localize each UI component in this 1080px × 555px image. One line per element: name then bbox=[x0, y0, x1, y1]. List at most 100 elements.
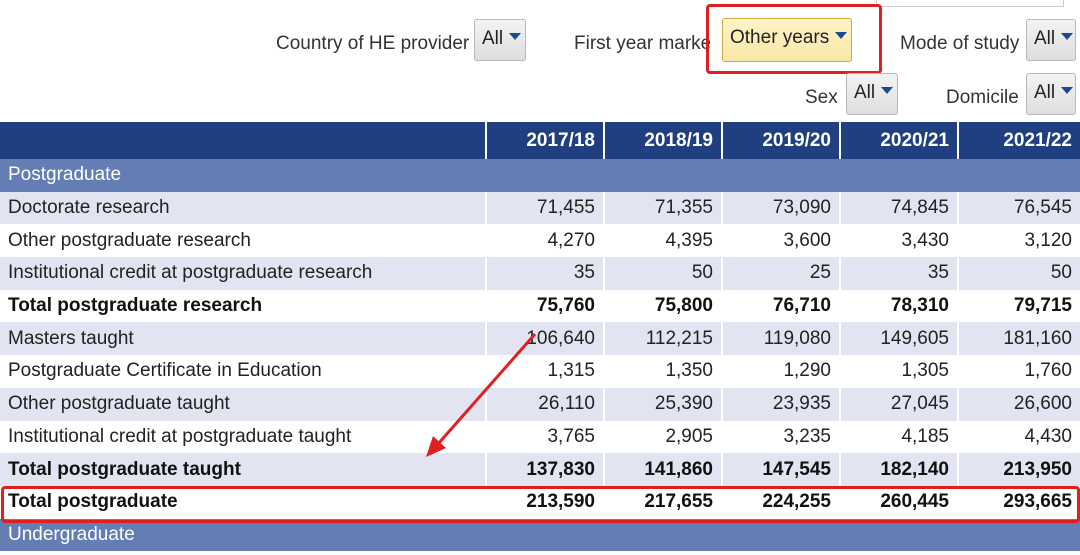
table-cell: 26,600 bbox=[957, 387, 1080, 421]
table-row-total: Total postgraduate taught 137,830 141,86… bbox=[0, 453, 1080, 486]
table-cell: 25 bbox=[721, 257, 840, 290]
table-cell: 74,845 bbox=[839, 191, 958, 225]
table-cell: 23,935 bbox=[721, 387, 840, 421]
table-cell: 1,760 bbox=[957, 355, 1080, 388]
chevron-down-icon bbox=[881, 87, 894, 94]
table-cell: 71,455 bbox=[485, 191, 604, 225]
section-row-undergraduate: Undergraduate bbox=[0, 518, 1080, 552]
table-cell: 213,950 bbox=[957, 453, 1080, 486]
first-year-filter-value: Other years bbox=[730, 27, 830, 48]
country-filter-value: All bbox=[482, 28, 504, 49]
table-cell: 2,905 bbox=[603, 420, 722, 454]
first-year-filter-dropdown[interactable]: Other years bbox=[722, 18, 852, 62]
header-row: 2017/18 2018/19 2019/20 2020/21 2021/22 bbox=[0, 122, 1080, 159]
country-filter-dropdown[interactable]: All bbox=[474, 19, 526, 61]
first-year-filter-label: First year marker bbox=[574, 33, 710, 54]
row-label: Masters taught bbox=[0, 322, 486, 356]
table-cell: 4,430 bbox=[957, 420, 1080, 454]
table-cell: 3,120 bbox=[957, 224, 1080, 258]
sex-filter-value: All bbox=[854, 82, 876, 103]
table-cell: 27,045 bbox=[839, 387, 958, 421]
table-cell: 76,710 bbox=[721, 289, 840, 323]
table-cell: 137,830 bbox=[485, 453, 604, 486]
table-row: Other postgraduate research 4,270 4,395 … bbox=[0, 224, 1080, 258]
table-row: Institutional credit at postgraduate tau… bbox=[0, 420, 1080, 454]
table-cell: 112,215 bbox=[603, 322, 722, 356]
table-cell: 181,160 bbox=[957, 322, 1080, 356]
table-cell: 71,355 bbox=[603, 191, 722, 225]
row-label: Institutional credit at postgraduate tau… bbox=[0, 420, 486, 454]
section-row-postgraduate: Postgraduate bbox=[0, 159, 1080, 192]
table-cell: 293,665 bbox=[957, 485, 1080, 519]
chevron-down-icon bbox=[835, 32, 848, 39]
table-cell: 1,315 bbox=[485, 355, 604, 388]
table-cell: 1,305 bbox=[839, 355, 958, 388]
table-cell: 75,760 bbox=[485, 289, 604, 323]
table-cell: 4,395 bbox=[603, 224, 722, 258]
chevron-down-icon bbox=[1061, 33, 1074, 40]
table-row: Institutional credit at postgraduate res… bbox=[0, 257, 1080, 290]
table-cell: 50 bbox=[957, 257, 1080, 290]
table-cell: 3,235 bbox=[721, 420, 840, 454]
table-cell: 217,655 bbox=[603, 485, 722, 519]
table-cell: 75,800 bbox=[603, 289, 722, 323]
table-row-grand-total: Total postgraduate 213,590 217,655 224,2… bbox=[0, 485, 1080, 519]
table-cell: 79,715 bbox=[957, 289, 1080, 323]
table-cell: 141,860 bbox=[603, 453, 722, 486]
first-year-label-clip: First year marker bbox=[574, 33, 710, 59]
column-header: 2019/20 bbox=[721, 122, 840, 159]
table-cell: 3,600 bbox=[721, 224, 840, 258]
table-row: Postgraduate Certificate in Education 1,… bbox=[0, 355, 1080, 388]
table-cell: 76,545 bbox=[957, 191, 1080, 225]
table-row: Doctorate research 71,455 71,355 73,090 … bbox=[0, 191, 1080, 225]
table-cell: 213,590 bbox=[485, 485, 604, 519]
table-row: Masters taught 106,640 112,215 119,080 1… bbox=[0, 322, 1080, 356]
table-cell: 1,290 bbox=[721, 355, 840, 388]
domicile-filter-label: Domicile bbox=[946, 87, 1019, 108]
chevron-down-icon bbox=[1061, 87, 1074, 94]
table-row: Other postgraduate taught 26,110 25,390 … bbox=[0, 387, 1080, 421]
table-cell: 3,765 bbox=[485, 420, 604, 454]
data-table: 2017/18 2018/19 2019/20 2020/21 2021/22 … bbox=[0, 122, 1080, 552]
row-label: Total postgraduate bbox=[0, 485, 486, 519]
table-cell: 106,640 bbox=[485, 322, 604, 356]
table-cell: 50 bbox=[603, 257, 722, 290]
table-cell: 25,390 bbox=[603, 387, 722, 421]
table-cell: 35 bbox=[839, 257, 958, 290]
table-cell: 73,090 bbox=[721, 191, 840, 225]
row-label: Postgraduate Certificate in Education bbox=[0, 355, 486, 388]
table-cell: 3,430 bbox=[839, 224, 958, 258]
row-label: Institutional credit at postgraduate res… bbox=[0, 257, 486, 290]
chevron-down-icon bbox=[509, 33, 522, 40]
column-header: 2017/18 bbox=[485, 122, 604, 159]
table-cell: 149,605 bbox=[839, 322, 958, 356]
column-header: 2018/19 bbox=[603, 122, 722, 159]
section-title: Postgraduate bbox=[0, 159, 1080, 192]
sex-filter-dropdown[interactable]: All bbox=[846, 73, 898, 115]
country-filter-label: Country of HE provider bbox=[276, 33, 470, 54]
table-cell: 182,140 bbox=[839, 453, 958, 486]
table-cell: 35 bbox=[485, 257, 604, 290]
row-label: Total postgraduate research bbox=[0, 289, 486, 323]
mode-filter-dropdown[interactable]: All bbox=[1026, 19, 1076, 61]
table-cell: 260,445 bbox=[839, 485, 958, 519]
mode-filter-label: Mode of study bbox=[900, 33, 1020, 54]
table-cell: 1,350 bbox=[603, 355, 722, 388]
row-label: Doctorate research bbox=[0, 191, 486, 225]
table-cell: 4,270 bbox=[485, 224, 604, 258]
column-header bbox=[0, 122, 486, 159]
table-cell: 78,310 bbox=[839, 289, 958, 323]
table-cell: 26,110 bbox=[485, 387, 604, 421]
sex-filter-label: Sex bbox=[805, 87, 838, 108]
table-row-total: Total postgraduate research 75,760 75,80… bbox=[0, 289, 1080, 323]
table-cell: 224,255 bbox=[721, 485, 840, 519]
mode-filter-value: All bbox=[1034, 28, 1056, 49]
domicile-filter-dropdown[interactable]: All bbox=[1026, 73, 1076, 115]
table-cell: 4,185 bbox=[839, 420, 958, 454]
dropdown-panel-edge bbox=[876, 0, 1064, 7]
table-cell: 119,080 bbox=[721, 322, 840, 356]
column-header: 2020/21 bbox=[839, 122, 958, 159]
row-label: Total postgraduate taught bbox=[0, 453, 486, 486]
row-label: Other postgraduate research bbox=[0, 224, 486, 258]
row-label: Other postgraduate taught bbox=[0, 387, 486, 421]
